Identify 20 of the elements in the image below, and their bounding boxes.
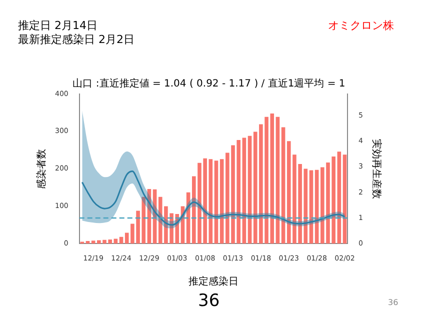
bar [281, 127, 286, 244]
bar [276, 116, 280, 244]
bar [342, 154, 347, 244]
bar [248, 136, 252, 244]
bar [220, 159, 224, 244]
bar [214, 160, 218, 244]
text: 推定日 2月14日 [18, 18, 98, 33]
text: 36 [198, 291, 220, 311]
text: 36 [388, 298, 398, 307]
bar [91, 240, 96, 244]
y-axis-title: 感染者数 [36, 148, 48, 189]
y2-axis-title: 実効再生産数 [370, 138, 382, 199]
bar [337, 152, 342, 244]
bar [242, 138, 246, 244]
x-axis-title: 推定感染日 [188, 276, 238, 288]
text: オミクロン株 [328, 18, 394, 33]
line-series [81, 170, 346, 226]
bar [114, 238, 118, 244]
text: 最新推定感染日 2月2日 [18, 32, 134, 47]
chart-title: 山口 :直近推定値 = 1.04 ( 0.92 - 1.17 ) / 直近1週平均 = 1 [72, 78, 346, 90]
